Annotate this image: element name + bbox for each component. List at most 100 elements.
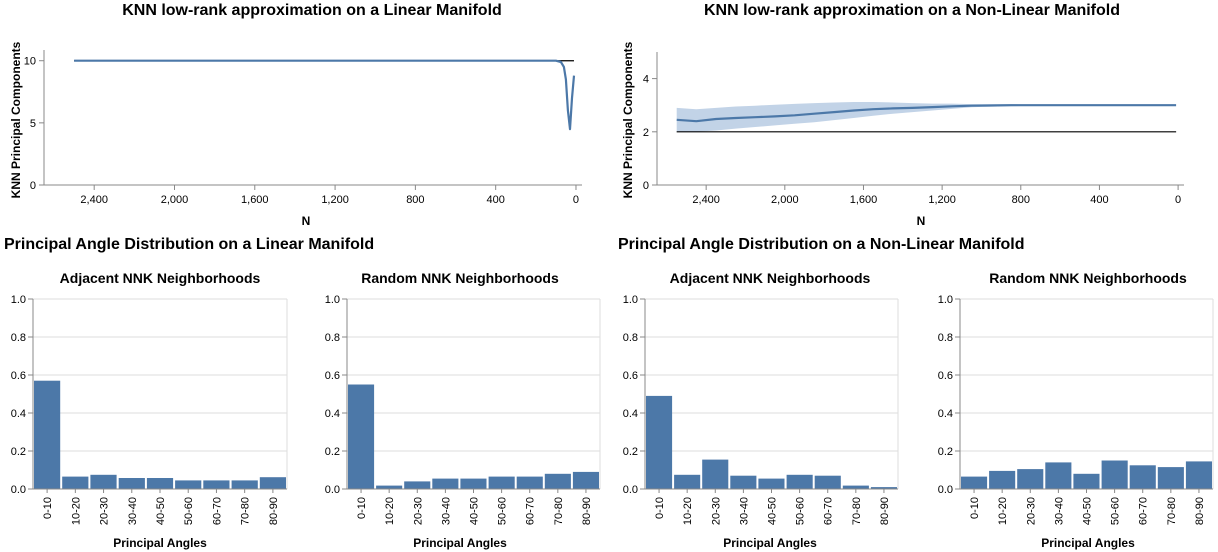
- bar-chart-4-x-tick-label: 10-20: [997, 497, 1009, 525]
- bar-chart-4-y-tick-label: 0.8: [938, 332, 953, 344]
- line-chart-1-y-tick-label: 10: [24, 56, 36, 68]
- bar-chart-3-x-tick-label: 10-20: [682, 497, 694, 525]
- bar-chart-1-x-tick-label: 60-70: [211, 497, 223, 525]
- line-chart-2-x-tick-label: 1,200: [928, 194, 956, 206]
- bar-chart-3-x-tick-label: 70-80: [851, 497, 863, 525]
- bar-chart-4-bar: [1185, 461, 1212, 489]
- line-chart-nonlinear-title: KNN low-rank approximation on a Non-Line…: [704, 2, 1120, 19]
- bar-chart-4-title: Random NNK Neighborhoods: [989, 270, 1187, 286]
- bar-chart-1-x-tick-label: 30-40: [127, 497, 139, 525]
- bar-chart-4-x-tick-label: 80-90: [1194, 497, 1206, 525]
- bar-chart-1-bar: [90, 474, 117, 490]
- line-chart-2-x-tick-label: 1,600: [850, 194, 878, 206]
- bar-chart-4-bar: [989, 470, 1016, 489]
- line-chart-1-y-tick-label: 5: [30, 118, 36, 130]
- bar-chart-2-x-tick-label: 0-10: [356, 497, 368, 519]
- line-chart-1-x-tick-label: 1,600: [241, 194, 269, 206]
- bar-chart-4-x-tick-label: 50-60: [1110, 497, 1122, 525]
- bar-chart-3-bar: [870, 487, 897, 489]
- bar-chart-1-bar: [34, 380, 61, 489]
- bar-chart-1-y-tick-label: 1.0: [11, 294, 26, 306]
- bar-chart-1-y-tick-label: 0.6: [11, 370, 26, 382]
- bar-chart-3-bar: [842, 485, 869, 489]
- bar-chart-2-y-tick-label: 1.0: [325, 294, 340, 306]
- bar-chart-4-y-tick-label: 0.2: [938, 446, 953, 458]
- bar-chart-3-plot: 0.0 0.2 0.4 0.6 0.8 1.0 0-10 10-20 20-30 30-40 40-…: [623, 294, 899, 525]
- line-chart-1-x-tick-label: 2,000: [161, 194, 189, 206]
- line-chart-1-x-tick-label: 400: [486, 194, 504, 206]
- bar-chart-2-bar: [544, 473, 571, 489]
- bar-chart-2-bar: [432, 478, 459, 489]
- bar-chart-1-x-tick-label: 20-30: [99, 497, 111, 525]
- line-chart-2-series-line: [676, 104, 1177, 123]
- bar-chart-4-y-tick-label: 0.0: [938, 484, 953, 496]
- line-chart-2-x-tick-label: 800: [1012, 194, 1030, 206]
- line-chart-1-x-tick-label: 2,400: [80, 194, 108, 206]
- bar-chart-3-bar: [702, 459, 729, 489]
- bar-chart-4-xlabel: Principal Angles: [1041, 536, 1135, 550]
- bar-chart-4-x-tick-label: 20-30: [1025, 497, 1037, 525]
- bar-chart-3-y-tick-label: 0.2: [623, 446, 638, 458]
- bar-chart-3-x-tick-label: 60-70: [823, 497, 835, 525]
- section-title-nonlinear: Principal Angle Distribution on a Non-Li…: [618, 236, 1025, 253]
- line-chart-linear-xlabel: N: [302, 214, 311, 228]
- bar-chart-3-bar: [786, 474, 813, 490]
- bar-chart-4-x-tick-label: 40-50: [1082, 497, 1094, 525]
- bar-chart-3-x-tick-label: 20-30: [710, 497, 722, 525]
- bar-chart-1-y-tick-label: 0.0: [11, 484, 26, 496]
- bar-chart-2-x-tick-label: 20-30: [412, 497, 424, 525]
- bar-chart-2-bar: [376, 485, 403, 489]
- bar-chart-4-x-tick-label: 70-80: [1166, 497, 1178, 525]
- bar-chart-2-y-tick-label: 0.4: [325, 408, 340, 420]
- bar-chart-3-x-tick-label: 0-10: [654, 497, 666, 519]
- line-chart-2-x-tick-label: 400: [1090, 194, 1108, 206]
- line-chart-1-y-tick-label: 0: [30, 180, 36, 192]
- bar-chart-3-bar: [730, 475, 757, 489]
- bar-chart-1-x-tick-label: 70-80: [240, 497, 252, 525]
- line-chart-2-y-tick-label: 0: [643, 180, 649, 192]
- bar-chart-3-x-tick-label: 80-90: [879, 497, 891, 525]
- bar-chart-2-bar: [516, 476, 543, 489]
- bar-chart-1-bar: [203, 480, 230, 489]
- bar-chart-1-bar: [175, 480, 202, 489]
- bar-chart-2-plot: 0.0 0.2 0.4 0.6 0.8 1.0 0-10 10-20 20-30 30-40 40-…: [325, 294, 601, 525]
- bar-chart-2-bar: [488, 476, 515, 489]
- bar-chart-3-y-tick-label: 0.4: [623, 408, 638, 420]
- bar-chart-1-bar: [118, 478, 145, 489]
- line-chart-2-y-tick-label: 2: [643, 127, 649, 139]
- bar-chart-4-bar: [1129, 465, 1156, 490]
- bar-chart-4-x-tick-label: 60-70: [1138, 497, 1150, 525]
- line-chart-2-x-tick-label: 0: [1175, 194, 1181, 206]
- line-chart-1-x-tick-label: 800: [406, 194, 424, 206]
- bar-chart-4-bar: [961, 476, 988, 489]
- bar-chart-2-y-tick-label: 0.6: [325, 370, 340, 382]
- line-chart-2-x-tick-label: 2,000: [771, 194, 799, 206]
- bar-chart-1-plot: 0.0 0.2 0.4 0.6 0.8 1.0 0-10 10-20 20-30 30-40 40-…: [11, 294, 288, 525]
- bar-chart-1-x-tick-label: 80-90: [268, 497, 280, 525]
- bar-chart-4-y-tick-label: 1.0: [938, 294, 953, 306]
- line-chart-linear-title: KNN low-rank approximation on a Linear M…: [122, 2, 502, 19]
- line-chart-1-x-tick-label: 1,200: [321, 194, 349, 206]
- line-chart-2-plot: 2,400 2,000 1,600 1,200 800 400 0 0 2 4: [643, 52, 1184, 206]
- bar-chart-2-bar: [404, 481, 431, 489]
- bar-chart-2-y-tick-label: 0.0: [325, 484, 340, 496]
- line-chart-nonlinear-ylabel: KNN Principal Components: [621, 41, 635, 198]
- bar-chart-3-xlabel: Principal Angles: [723, 536, 817, 550]
- bar-chart-4-y-tick-label: 0.6: [938, 370, 953, 382]
- bar-chart-3-bar: [814, 475, 841, 489]
- line-chart-2-y-tick-label: 4: [643, 74, 649, 86]
- line-chart-nonlinear-xlabel: N: [917, 214, 926, 228]
- bar-chart-2-x-tick-label: 40-50: [469, 497, 481, 525]
- bar-chart-4-bar: [1017, 469, 1044, 489]
- bar-chart-1-y-tick-label: 0.2: [11, 446, 26, 458]
- bar-chart-4-bar: [1073, 473, 1100, 489]
- bar-chart-2-x-tick-label: 50-60: [497, 497, 509, 525]
- bar-chart-4-y-tick-label: 0.4: [938, 408, 953, 420]
- bar-chart-3-x-tick-label: 40-50: [767, 497, 779, 525]
- bar-chart-2-title: Random NNK Neighborhoods: [361, 270, 559, 286]
- bar-chart-2-xlabel: Principal Angles: [413, 536, 507, 550]
- bar-chart-1-y-tick-label: 0.4: [11, 408, 26, 420]
- bar-chart-3-y-tick-label: 0.0: [623, 484, 638, 496]
- bar-chart-1-x-tick-label: 40-50: [155, 497, 167, 525]
